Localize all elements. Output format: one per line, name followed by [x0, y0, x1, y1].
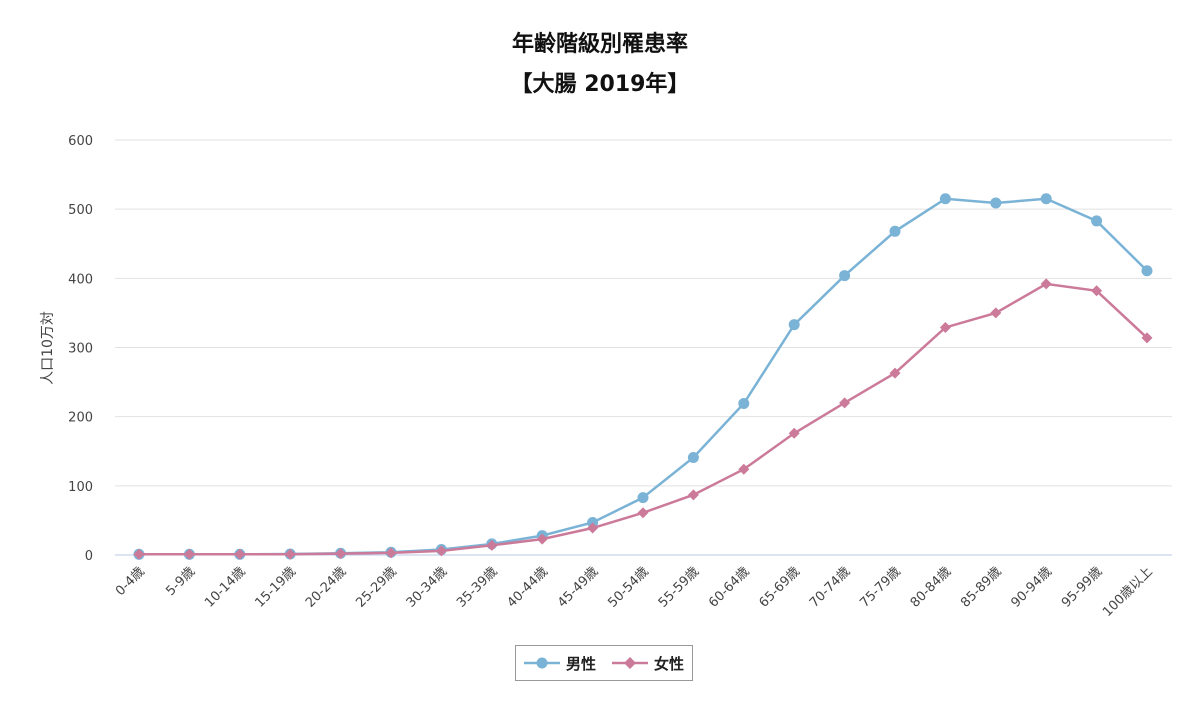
data-point[interactable]: [536, 533, 548, 545]
data-point[interactable]: [939, 193, 951, 205]
data-point[interactable]: [1040, 278, 1052, 290]
diamond-marker-icon: [611, 657, 648, 669]
x-tick-label: 55-59歳: [656, 564, 703, 611]
x-tick-label: 15-19歳: [253, 564, 300, 611]
x-tick-label: 65-69歳: [757, 564, 804, 611]
y-tick-label: 400: [68, 272, 93, 287]
data-point[interactable]: [990, 197, 1002, 209]
y-axis-label: 人口10万対: [40, 311, 56, 385]
y-tick-label: 100: [68, 480, 93, 495]
legend-label: 男性: [565, 654, 596, 673]
legend: 男性 女性: [515, 645, 693, 681]
x-tick-label: 45-49歳: [555, 564, 602, 611]
x-tick-label: 80-84歳: [908, 564, 955, 611]
x-tick-label: 85-89歳: [958, 564, 1005, 611]
x-tick-label: 70-74歳: [807, 564, 854, 611]
x-tick-label: 50-54歳: [605, 564, 652, 611]
x-tick-label: 75-79歳: [857, 564, 904, 611]
x-tick-label: 10-14歳: [202, 564, 249, 611]
data-point[interactable]: [587, 516, 599, 528]
data-point[interactable]: [284, 548, 296, 560]
data-point[interactable]: [637, 507, 649, 519]
chart-title: 年齢階級別罹患率: [511, 32, 688, 57]
data-point[interactable]: [839, 270, 851, 282]
data-point[interactable]: [1040, 193, 1052, 205]
data-point[interactable]: [788, 427, 800, 439]
circle-marker-icon: [523, 657, 560, 669]
legend-item-male[interactable]: 男性: [523, 653, 596, 674]
x-tick-label: 25-29歳: [353, 564, 400, 611]
x-tick-label: 5-9歳: [163, 564, 198, 599]
data-point[interactable]: [1141, 332, 1153, 344]
data-point[interactable]: [1141, 265, 1153, 277]
y-tick-label: 600: [68, 134, 93, 149]
x-tick-label: 95-99歳: [1059, 564, 1106, 611]
data-point[interactable]: [133, 548, 145, 560]
data-point[interactable]: [687, 451, 699, 463]
data-point[interactable]: [939, 321, 951, 333]
x-tick-label: 30-34歳: [404, 564, 451, 611]
x-tick-label: 40-44歳: [505, 564, 552, 611]
data-point[interactable]: [990, 307, 1002, 319]
data-point[interactable]: [435, 545, 447, 557]
data-point[interactable]: [788, 319, 800, 331]
data-point[interactable]: [839, 397, 851, 409]
x-tick-label: 100歳以上: [1100, 564, 1156, 620]
data-point[interactable]: [183, 548, 195, 560]
legend-label: 女性: [653, 654, 684, 673]
data-point[interactable]: [1091, 215, 1103, 227]
y-tick-label: 0: [85, 549, 93, 564]
data-point[interactable]: [889, 225, 901, 237]
series-male: [133, 193, 1153, 560]
data-point[interactable]: [335, 548, 347, 560]
data-point[interactable]: [889, 367, 901, 379]
data-point[interactable]: [738, 398, 750, 410]
y-tick-label: 300: [68, 342, 93, 357]
legend-item-female[interactable]: 女性: [611, 653, 684, 674]
x-tick-label: 0-4歳: [113, 564, 148, 599]
x-tick-label: 60-64歳: [706, 564, 753, 611]
data-point[interactable]: [687, 489, 699, 501]
x-tick-label: 20-24歳: [303, 564, 350, 611]
y-tick-label: 200: [68, 411, 93, 426]
data-point[interactable]: [385, 547, 397, 559]
x-tick-label: 90-94歳: [1009, 564, 1056, 611]
data-point[interactable]: [587, 522, 599, 534]
data-point[interactable]: [738, 463, 750, 475]
series-female: [133, 278, 1153, 560]
data-point[interactable]: [1091, 285, 1103, 297]
data-point[interactable]: [486, 539, 498, 551]
chart-subtitle: 【大腸 2019年】: [510, 72, 690, 97]
data-point[interactable]: [637, 492, 649, 504]
x-tick-label: 35-39歳: [454, 564, 501, 611]
data-point[interactable]: [234, 548, 246, 560]
y-tick-label: 500: [68, 203, 93, 218]
